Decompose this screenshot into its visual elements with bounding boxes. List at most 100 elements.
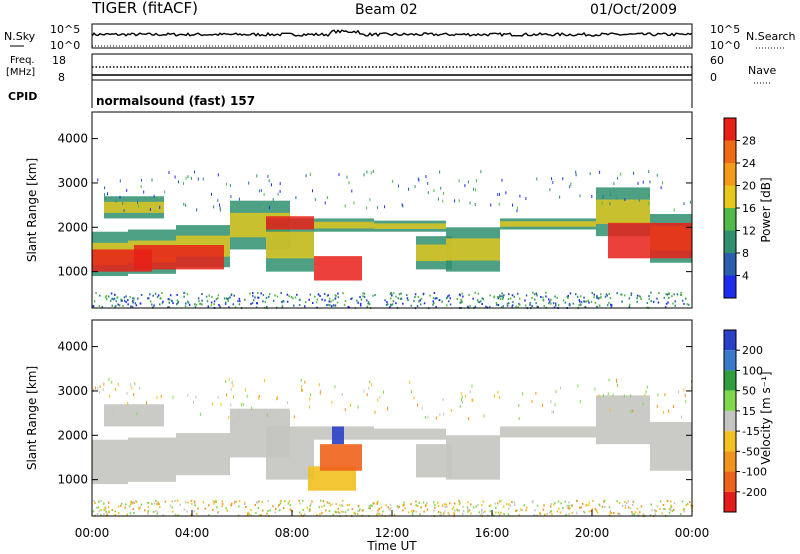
noise-speck: [299, 511, 301, 514]
noise-speck: [327, 502, 329, 505]
noise-speck: [590, 509, 593, 512]
noise-speck: [599, 296, 601, 299]
noise-speck: [407, 299, 409, 302]
noise-speck-high: [217, 173, 219, 177]
noise-speck: [658, 292, 660, 294]
noise-speck-high: [467, 417, 469, 421]
noise-speck: [342, 292, 344, 295]
noise-speck: [337, 511, 339, 514]
noise-speck: [432, 300, 434, 303]
noise-speck-high: [512, 203, 513, 207]
noise-speck: [109, 299, 112, 302]
noise-speck: [123, 296, 126, 299]
noise-speck: [400, 297, 403, 300]
noise-speck: [373, 502, 375, 505]
noise-speck: [117, 512, 120, 515]
noise-speck: [326, 304, 328, 307]
noise-speck: [233, 502, 236, 505]
noise-speck: [588, 504, 590, 507]
noise-speck: [402, 509, 404, 512]
noise-speck: [117, 505, 120, 508]
noise-speck: [613, 512, 615, 514]
noise-speck: [617, 512, 620, 515]
noise-speck-high: [366, 206, 368, 210]
noise-speck: [548, 298, 550, 301]
noise-speck: [104, 506, 106, 509]
noise-speck-high: [609, 408, 611, 412]
noise-speck: [580, 506, 582, 509]
noise-speck: [255, 306, 258, 309]
noise-speck: [673, 502, 676, 505]
noise-speck: [321, 505, 323, 508]
noise-speck: [550, 298, 552, 301]
noise-speck: [328, 297, 331, 300]
noise-speck-high: [442, 191, 444, 195]
noise-speck-high: [433, 189, 435, 192]
noise-speck-high: [287, 401, 289, 405]
noise-speck: [497, 511, 500, 514]
noise-speck: [322, 500, 325, 503]
noise-speck: [120, 299, 123, 302]
noise-speck: [587, 299, 589, 302]
noise-speck: [368, 507, 370, 510]
noise-speck-high: [374, 410, 376, 414]
noise-speck: [624, 507, 627, 509]
noise-speck: [608, 301, 610, 304]
noise-speck: [436, 297, 438, 300]
noise-speck: [286, 300, 289, 303]
velocity-echo-band: [500, 426, 596, 438]
noise-speck: [578, 299, 580, 302]
noise-speck: [417, 296, 420, 299]
noise-speck: [628, 297, 631, 300]
nave-tick-top: 60: [710, 54, 724, 67]
noise-speck-high: [673, 208, 675, 212]
noise-speck: [513, 295, 515, 298]
noise-speck: [130, 305, 132, 308]
power-echo-core: [104, 201, 164, 213]
noise-speck: [419, 299, 421, 302]
freq-label: Freq.: [10, 55, 35, 66]
noise-speck-high: [195, 395, 197, 399]
noise-speck-high: [480, 170, 482, 174]
noise-speck: [333, 304, 336, 307]
noise-speck: [502, 295, 504, 298]
noise-speck: [549, 511, 551, 514]
noise-speck: [159, 303, 161, 306]
noise-speck: [423, 302, 426, 305]
noise-speck: [664, 508, 666, 510]
noise-speck: [433, 501, 435, 504]
noise-speck: [446, 304, 448, 307]
noise-speck: [437, 511, 440, 513]
noise-speck-high: [474, 203, 476, 206]
noise-speck-high: [153, 194, 155, 198]
noise-speck: [133, 512, 135, 514]
noise-speck: [257, 292, 259, 295]
noise-speck: [132, 508, 134, 510]
noise-speck-high: [226, 393, 228, 397]
noise-speck-high: [461, 400, 463, 404]
noise-speck: [566, 295, 568, 298]
noise-speck-high: [194, 170, 195, 174]
noise-speck: [368, 303, 371, 305]
noise-speck: [281, 301, 283, 304]
cpid-value: normalsound (fast) 157: [96, 94, 255, 108]
noise-speck: [481, 504, 483, 507]
noise-speck: [254, 296, 256, 299]
noise-speck: [232, 303, 234, 306]
noise-speck: [130, 500, 132, 503]
noise-speck: [434, 506, 436, 509]
noise-speck: [479, 514, 482, 517]
noise-speck-high: [136, 412, 138, 416]
noise-speck: [557, 304, 560, 307]
noise-speck: [571, 512, 573, 515]
noise-speck: [104, 508, 106, 511]
noise-speck-high: [112, 411, 114, 415]
noise-speck: [651, 509, 653, 512]
noise-speck: [210, 301, 213, 304]
noise-speck: [284, 500, 286, 503]
noise-speck-high: [549, 188, 551, 192]
noise-speck-high: [244, 388, 246, 392]
noise-speck: [683, 302, 685, 305]
noise-speck: [256, 501, 259, 504]
noise-speck-high: [185, 176, 187, 180]
